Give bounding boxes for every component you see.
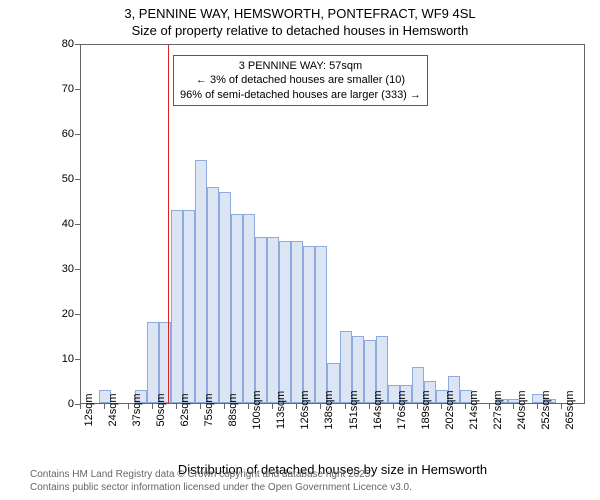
x-tick-label: 126sqm [299, 390, 311, 429]
x-tick-label: 24sqm [107, 393, 119, 426]
histogram-bar [291, 241, 303, 403]
x-tick-label: 75sqm [203, 393, 215, 426]
reference-line [168, 45, 169, 403]
x-tick-label: 12sqm [83, 393, 95, 426]
x-tick-mark [561, 404, 562, 409]
x-tick-mark [320, 404, 321, 409]
x-tick-label: 88sqm [227, 393, 239, 426]
footer-line1: Contains HM Land Registry data © Crown c… [30, 468, 412, 481]
annotation-line2: ← 3% of detached houses are smaller (10) [180, 73, 421, 87]
plot-area: 3 PENNINE WAY: 57sqm ← 3% of detached ho… [80, 44, 585, 404]
title-line1: 3, PENNINE WAY, HEMSWORTH, PONTEFRACT, W… [0, 6, 600, 23]
y-tick-label: 70 [34, 83, 74, 95]
x-tick-mark [80, 404, 81, 409]
y-axis: 01020304050607080 [30, 44, 80, 404]
histogram-bar [231, 214, 243, 403]
histogram-bar [171, 210, 183, 404]
x-tick-mark [128, 404, 129, 409]
title-line2: Size of property relative to detached ho… [0, 23, 600, 40]
x-tick-mark [513, 404, 514, 409]
y-tick-label: 40 [34, 218, 74, 230]
x-tick-mark [465, 404, 466, 409]
x-tick-mark [224, 404, 225, 409]
chart-container: Number of detached properties 0102030405… [30, 44, 585, 444]
x-axis: 12sqm24sqm37sqm50sqm62sqm75sqm88sqm100sq… [80, 404, 585, 464]
histogram-bar [315, 246, 327, 404]
x-tick-mark [248, 404, 249, 409]
footer-attribution: Contains HM Land Registry data © Crown c… [30, 468, 412, 494]
x-tick-mark [441, 404, 442, 409]
x-tick-mark [393, 404, 394, 409]
x-tick-mark [104, 404, 105, 409]
x-tick-mark [152, 404, 153, 409]
x-tick-mark [296, 404, 297, 409]
x-tick-label: 252sqm [540, 390, 552, 429]
y-tick-label: 50 [34, 173, 74, 185]
x-tick-label: 62sqm [179, 393, 191, 426]
x-tick-label: 151sqm [348, 390, 360, 429]
x-tick-mark [200, 404, 201, 409]
x-tick-mark [489, 404, 490, 409]
x-tick-mark [417, 404, 418, 409]
x-tick-mark [369, 404, 370, 409]
annotation-box: 3 PENNINE WAY: 57sqm ← 3% of detached ho… [173, 55, 428, 106]
histogram-bar [159, 322, 171, 403]
x-tick-mark [272, 404, 273, 409]
x-tick-label: 214sqm [468, 390, 480, 429]
annotation-line1: 3 PENNINE WAY: 57sqm [180, 59, 421, 73]
histogram-bar [267, 237, 279, 404]
histogram-bar [279, 241, 291, 403]
histogram-bar [255, 237, 267, 404]
histogram-bar [147, 322, 159, 403]
y-tick-label: 20 [34, 308, 74, 320]
x-tick-label: 227sqm [492, 390, 504, 429]
histogram-bar [195, 160, 207, 403]
footer-line2: Contains public sector information licen… [30, 481, 412, 494]
x-tick-label: 113sqm [275, 391, 287, 429]
chart-title: 3, PENNINE WAY, HEMSWORTH, PONTEFRACT, W… [0, 0, 600, 40]
x-tick-label: 138sqm [323, 390, 335, 429]
y-tick-label: 30 [34, 263, 74, 275]
histogram-bar [303, 246, 315, 404]
x-tick-label: 100sqm [251, 390, 263, 429]
x-tick-mark [345, 404, 346, 409]
x-tick-label: 176sqm [396, 390, 408, 429]
x-tick-label: 164sqm [372, 390, 384, 429]
histogram-bar [243, 214, 255, 403]
x-tick-label: 50sqm [155, 393, 167, 426]
histogram-bar [183, 210, 195, 404]
histogram-bar [219, 192, 231, 404]
annotation-line3: 96% of semi-detached houses are larger (… [180, 88, 421, 102]
y-tick-label: 0 [34, 398, 74, 410]
y-tick-label: 10 [34, 353, 74, 365]
x-tick-mark [176, 404, 177, 409]
y-tick-label: 80 [34, 38, 74, 50]
x-tick-label: 189sqm [420, 390, 432, 429]
histogram-bar [207, 187, 219, 403]
x-tick-label: 265sqm [564, 390, 576, 429]
x-tick-label: 37sqm [131, 393, 143, 426]
x-tick-label: 202sqm [444, 390, 456, 429]
x-tick-mark [537, 404, 538, 409]
y-tick-label: 60 [34, 128, 74, 140]
x-tick-label: 240sqm [516, 390, 528, 429]
